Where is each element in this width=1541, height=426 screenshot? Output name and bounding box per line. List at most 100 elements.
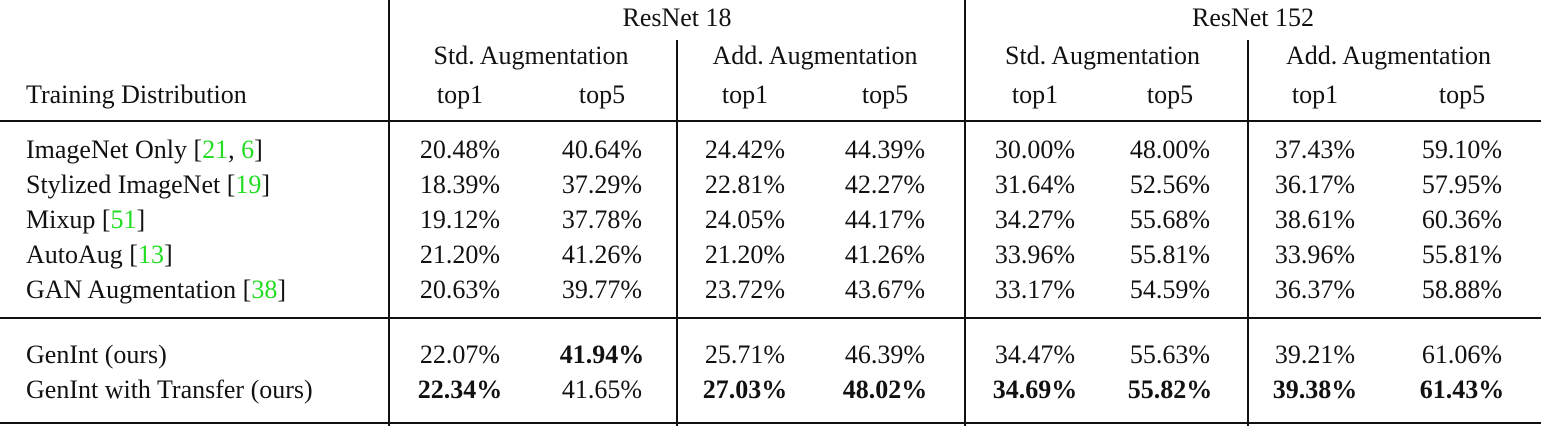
cell: 55.81% [1129, 240, 1211, 269]
label-text: , [228, 135, 242, 164]
column-header: top5 [578, 80, 626, 109]
cell: 21.20% [419, 240, 501, 269]
cell: 58.88% [1421, 275, 1503, 304]
cell: 21.20% [704, 240, 786, 269]
citation: 19 [235, 170, 262, 199]
cell: 39.21% [1274, 340, 1356, 369]
cell: 22.07% [419, 340, 501, 369]
column-rule [964, 0, 966, 426]
cell: 23.72% [704, 275, 786, 304]
header-rule [0, 120, 1541, 122]
cell: 44.39% [844, 135, 926, 164]
cell: 38.61% [1274, 205, 1356, 234]
cell: 19.12% [419, 205, 501, 234]
section-rule [0, 317, 1541, 319]
cell: 52.56% [1129, 170, 1211, 199]
cell: 24.05% [704, 205, 786, 234]
group-header: ResNet 152 [1191, 3, 1315, 32]
cell: 48.02% [842, 375, 928, 404]
column-header: top1 [1291, 80, 1339, 109]
row-label: AutoAug [13] [26, 240, 173, 270]
cell: 44.17% [844, 205, 926, 234]
cell: 59.10% [1421, 135, 1503, 164]
column-header: top1 [721, 80, 769, 109]
column-header: top5 [861, 80, 909, 109]
citation: 38 [251, 275, 278, 304]
cell: 36.17% [1274, 170, 1356, 199]
row-label: Stylized ImageNet [19] [26, 170, 270, 200]
cell: 37.43% [1274, 135, 1356, 164]
cell: 55.82% [1127, 375, 1213, 404]
label-text: Mixup [ [26, 205, 111, 234]
cell: 37.29% [561, 170, 643, 199]
cell: 41.26% [844, 240, 926, 269]
cell: 33.96% [994, 240, 1076, 269]
cell: 61.06% [1421, 340, 1503, 369]
label-text: AutoAug [ [26, 240, 138, 269]
column-header: top5 [1146, 80, 1194, 109]
citation: 21 [202, 135, 229, 164]
cell: 41.94% [559, 340, 645, 369]
column-rule [388, 0, 390, 426]
cell: 33.96% [1274, 240, 1356, 269]
cell: 41.65% [561, 375, 643, 404]
cell: 33.17% [994, 275, 1076, 304]
cell: 41.26% [561, 240, 643, 269]
bottom-rule [0, 422, 1541, 424]
group-header: ResNet 18 [622, 3, 732, 32]
cell: 55.68% [1129, 205, 1211, 234]
cell: 57.95% [1421, 170, 1503, 199]
cell: 43.67% [844, 275, 926, 304]
label-text: ] [163, 240, 173, 269]
cell: 40.64% [561, 135, 643, 164]
cell: 34.27% [994, 205, 1076, 234]
cell: 27.03% [702, 375, 788, 404]
column-header: top5 [1438, 80, 1486, 109]
row-label: GenInt (ours) [26, 340, 167, 370]
row-label: Mixup [51] [26, 205, 145, 235]
label-text: GenInt with Transfer (ours) [26, 375, 313, 404]
column-header: top1 [436, 80, 484, 109]
label-text: GAN Augmentation [ [26, 275, 252, 304]
cell: 34.47% [994, 340, 1076, 369]
cell: 20.63% [419, 275, 501, 304]
column-rule [676, 40, 678, 426]
row-label: ImageNet Only [21, 6] [26, 135, 263, 165]
citation: 51 [110, 205, 137, 234]
cell: 20.48% [419, 135, 501, 164]
cell: 22.34% [417, 375, 503, 404]
cell: 30.00% [994, 135, 1076, 164]
cell: 22.81% [704, 170, 786, 199]
subgroup-header: Std. Augmentation [433, 41, 629, 70]
cell: 34.69% [992, 375, 1078, 404]
cell: 60.36% [1421, 205, 1503, 234]
label-text: ] [261, 170, 271, 199]
cell: 25.71% [704, 340, 786, 369]
cell: 37.78% [561, 205, 643, 234]
label-text: ] [136, 205, 146, 234]
label-text: ImageNet Only [ [26, 135, 203, 164]
label-text: GenInt (ours) [26, 340, 167, 369]
row-label: GenInt with Transfer (ours) [26, 375, 313, 405]
subgroup-header: Add. Augmentation [1285, 41, 1492, 70]
column-rule [1247, 40, 1249, 426]
column-header: top1 [1011, 80, 1059, 109]
citation: 13 [137, 240, 164, 269]
cell: 61.43% [1419, 375, 1505, 404]
cell: 39.38% [1272, 375, 1358, 404]
row-label-header: Training Distribution [26, 80, 247, 109]
label-text: ] [277, 275, 286, 304]
cell: 18.39% [419, 170, 501, 199]
cell: 31.64% [994, 170, 1076, 199]
cell: 36.37% [1274, 275, 1356, 304]
row-label: GAN Augmentation [38] [26, 275, 286, 305]
cell: 46.39% [844, 340, 926, 369]
citation: 6 [241, 135, 255, 164]
cell: 42.27% [844, 170, 926, 199]
cell: 55.63% [1129, 340, 1211, 369]
cell: 48.00% [1129, 135, 1211, 164]
subgroup-header: Add. Augmentation [712, 41, 918, 70]
cell: 39.77% [561, 275, 643, 304]
cell: 24.42% [704, 135, 786, 164]
